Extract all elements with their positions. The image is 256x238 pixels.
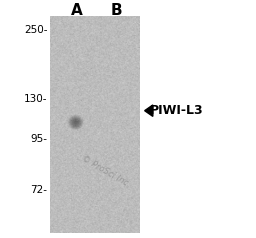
Polygon shape	[145, 105, 153, 116]
Text: 250-: 250-	[24, 25, 47, 35]
Text: PIWI-L3: PIWI-L3	[150, 104, 203, 117]
Text: 130-: 130-	[24, 94, 47, 104]
Text: 95-: 95-	[30, 134, 47, 144]
Text: A: A	[71, 3, 83, 18]
Text: B: B	[111, 3, 122, 18]
Text: © ProSci Inc.: © ProSci Inc.	[80, 154, 132, 189]
Text: 72-: 72-	[30, 185, 47, 195]
